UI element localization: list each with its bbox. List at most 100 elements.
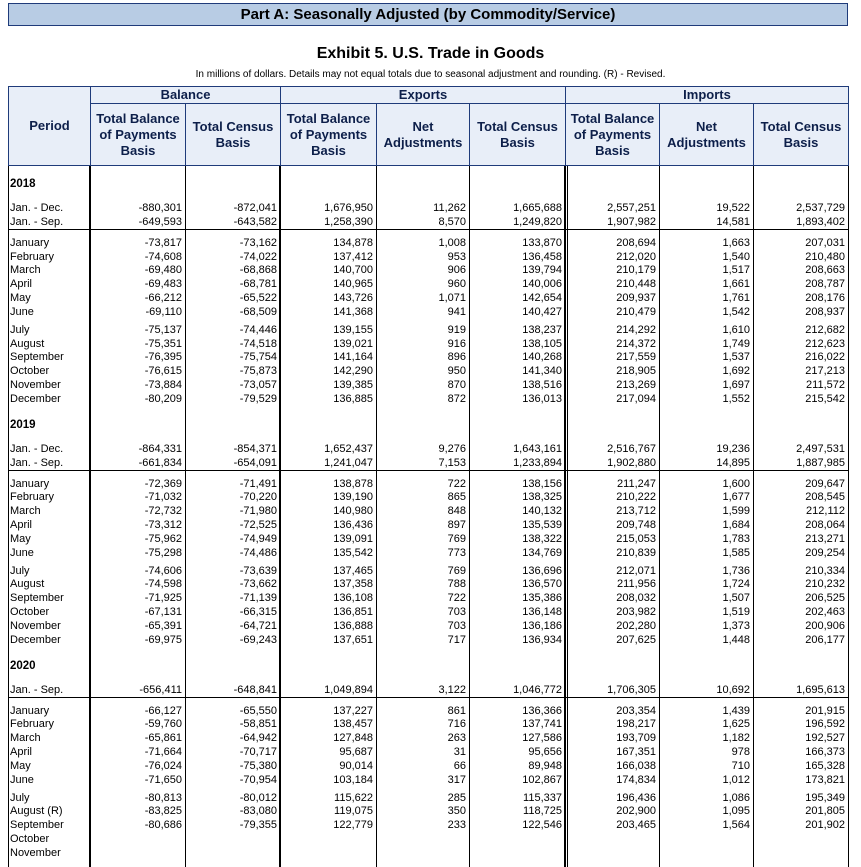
table-cell: 210,479 [616,305,656,318]
table-cell: 208,032 [616,592,656,605]
table-cell: 1,439 [722,704,750,717]
table-cell: -70,954 [239,773,277,786]
column-header: Total Balance of Payments Basis [90,103,186,166]
table-cell: 1,585 [722,546,750,559]
table-cell: 202,463 [805,606,845,618]
table-cell: -66,315 [239,606,277,618]
table-cell: 102,867 [522,773,562,786]
table-cell: 141,368 [333,305,373,318]
table-cell: 788 [447,578,466,591]
table-cell: -74,486 [239,546,277,559]
table-cell: 1,610 [722,323,750,336]
table-cell: -68,781 [239,278,277,291]
table-cell: 209,937 [616,292,656,304]
table-cell: 66 [453,759,466,772]
column-header: Total Balance of Payments Basis [565,103,660,166]
table-cell: -872,041 [233,202,277,214]
table-cell: 210,179 [616,264,656,277]
table-cell: 137,358 [333,578,373,591]
table-cell: -72,732 [144,505,182,518]
table-cell: 960 [447,278,466,291]
table-cell: 136,458 [522,250,562,263]
table-cell: 200,906 [805,619,845,632]
table-cell: 1,258,390 [324,215,373,228]
table-cell: -80,813 [144,791,182,804]
table-cell: -69,110 [145,305,183,318]
table-cell: 166,038 [616,759,656,772]
table-cell: 211,572 [806,379,845,391]
year-label: 2019 [10,418,36,431]
year-label: 2018 [10,178,36,190]
column-header: Period [8,86,91,166]
table-cell: 212,112 [806,505,845,518]
period-label: December [10,633,61,646]
table-cell: 202,900 [616,805,656,818]
table-cell: -79,355 [239,819,277,832]
table-cell: -75,962 [144,532,182,545]
table-cell: -76,024 [144,759,182,772]
table-cell: 1,665,688 [513,202,562,214]
period-label: April [10,278,33,291]
table-cell: 716 [447,718,466,731]
period-label: June [10,546,34,559]
table-cell: 1,736 [722,564,750,577]
column-rule [469,166,470,867]
table-cell: 136,570 [522,578,562,591]
table-cell: -71,664 [144,746,182,758]
table-cell: -71,980 [239,505,277,518]
table-cell: 1,095 [722,805,750,818]
table-cell: 138,457 [333,718,373,731]
table-cell: 134,769 [522,546,562,559]
table-cell: 141,340 [522,365,562,378]
column-rule [8,166,9,867]
year-label: 2020 [10,659,36,672]
period-label: Jan. - Sep. [10,683,64,696]
table-cell: 213,712 [616,505,656,518]
table-cell: 212,623 [805,337,845,350]
table-cell: 215,542 [805,392,845,405]
table-cell: -71,139 [239,592,277,605]
table-cell: -74,608 [144,250,182,263]
column-rule [753,166,754,867]
table-cell: 218,905 [616,365,656,378]
table-cell: 138,237 [522,323,562,336]
period-label: Jan. - Sep. [10,456,64,469]
table-cell: 14,895 [716,456,750,469]
table-cell: 201,902 [805,819,845,832]
table-cell: 207,031 [805,236,845,249]
table-cell: 1,046,772 [513,683,562,696]
table-cell: 1,249,820 [513,215,562,228]
table-cell: 1,507 [722,592,750,605]
table-cell: 1,692 [722,365,750,378]
table-cell: 31 [453,746,466,758]
table-cell: 1,684 [722,519,750,531]
column-rule [279,166,281,867]
table-cell: 2,497,531 [796,442,845,455]
table-cell: -880,301 [138,202,182,214]
table-cell: 206,177 [805,633,845,646]
table-cell: 196,592 [805,718,845,731]
period-label: October [10,365,50,378]
period-label: January [10,704,50,717]
table-cell: -65,861 [144,732,182,745]
table-cell: 1,887,985 [796,456,845,469]
period-label: October [10,606,50,618]
table-cell: -68,868 [239,264,277,277]
table-cell: 210,232 [805,578,845,591]
table-cell: 174,834 [616,773,656,786]
period-label: March [10,505,41,518]
table-cell: -66,212 [144,292,182,304]
table-cell: 216,022 [805,351,845,364]
table-cell: 773 [447,546,466,559]
table-cell: 213,271 [805,532,845,545]
period-label: July [10,323,30,336]
table-cell: -854,371 [233,442,277,455]
table-cell: 210,334 [805,564,845,577]
table-cell: 703 [447,606,466,618]
table-cell: -69,975 [144,633,182,646]
table-cell: 941 [447,305,466,318]
table-cell: 166,373 [805,746,845,758]
table-cell: -73,662 [239,578,277,591]
table-cell: 142,654 [522,292,562,304]
table-cell: 136,885 [333,392,373,405]
